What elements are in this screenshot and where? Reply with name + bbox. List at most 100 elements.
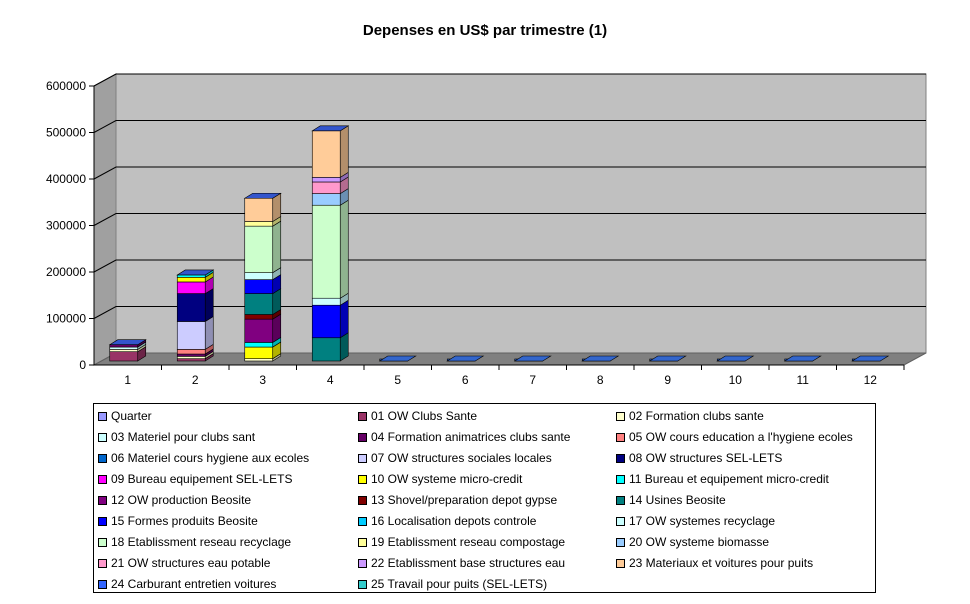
legend-swatch [616, 537, 625, 547]
bar-top [243, 192, 282, 199]
bar-top [108, 339, 147, 346]
gridline [93, 166, 926, 180]
legend-item: 10 OW systeme micro-credit [358, 469, 522, 489]
y-tick-label: 200000 [46, 265, 86, 279]
bar-top [581, 355, 620, 362]
legend-item: 22 Etablissment base structures eau [358, 553, 565, 573]
bar-segment [244, 267, 282, 281]
y-tick-label: 500000 [46, 126, 86, 140]
bar-segment [244, 220, 282, 274]
legend-swatch [616, 495, 625, 505]
x-tick-label: 4 [327, 373, 334, 387]
x-tick-label: 11 [797, 373, 810, 387]
bar-segment [244, 313, 282, 343]
legend-swatch [358, 432, 367, 442]
legend-label: 01 OW Clubs Sante [371, 409, 478, 423]
x-tick-label: 5 [394, 373, 401, 387]
legend-swatch [98, 474, 107, 484]
x-tick-label: 2 [192, 373, 199, 387]
x-tick-label: 3 [259, 373, 266, 387]
legend-item: 13 Shovel/preparation depot gypse [358, 490, 557, 510]
legend-swatch [98, 411, 107, 421]
legend-label: 08 OW structures SEL-LETS [629, 451, 783, 465]
bar-segment [311, 299, 349, 339]
legend-swatch [98, 495, 107, 505]
legend-item: 07 OW structures sociales locales [358, 448, 552, 468]
legend-item: 23 Materiaux et voitures pour puits [616, 553, 813, 573]
legend-label: 23 Materiaux et voitures pour puits [629, 556, 814, 570]
legend-label: 02 Formation clubs sante [629, 409, 764, 423]
gridline [93, 120, 926, 133]
legend-label: 17 OW systemes recyclage [629, 514, 776, 528]
legend-label: 09 Bureau equipement SEL-LETS [111, 472, 293, 486]
legend-swatch [358, 516, 367, 526]
x-tick-label: 12 [864, 373, 878, 387]
bar-top [176, 269, 215, 276]
legend-label: 25 Travail pour puits (SEL-LETS) [371, 577, 548, 591]
x-axis: 1 2 3 4 5 6 7 8 9 10 11 12 [94, 364, 905, 387]
y-tick-label: 300000 [46, 219, 86, 233]
bar-top [716, 355, 755, 362]
x-tick-label: 1 [124, 373, 131, 387]
legend-swatch [616, 516, 625, 526]
legend-label: 04 Formation animatrices clubs sante [371, 430, 571, 444]
bar-segment [311, 332, 349, 362]
x-tick-label: 6 [462, 373, 469, 387]
legend: Quarter 01 OW Clubs Sante 02 Formation clu… [93, 403, 876, 593]
legend-label: 10 OW systeme micro-credit [371, 472, 523, 486]
chart-title: Depenses en US$ par trimestre (1) [362, 22, 608, 39]
legend-label: 16 Localisation depots controle [371, 514, 537, 528]
legend-swatch [358, 558, 367, 568]
legend-swatch [616, 411, 625, 421]
bar-top [648, 355, 687, 362]
legend-item: 09 Bureau equipement SEL-LETS [98, 469, 292, 489]
legend-item: 03 Materiel pour clubs sant [98, 427, 255, 447]
legend-item: 15 Formes produits Beosite [98, 511, 258, 531]
legend-label: 24 Carburant entretien voitures [111, 577, 277, 591]
legend-swatch [98, 432, 107, 442]
legend-item: 02 Formation clubs sante [616, 406, 764, 426]
gridline [93, 306, 926, 319]
legend-label: 07 OW structures sociales locales [371, 451, 552, 465]
legend-swatch [358, 453, 367, 463]
legend-label: 06 Materiel cours hygiene aux ecoles [111, 451, 310, 465]
bar-top [783, 355, 822, 362]
legend-item: 24 Carburant entretien voitures [98, 574, 276, 594]
legend-item: 01 OW Clubs Sante [358, 406, 477, 426]
legend-label: 18 Etablissment reseau recyclage [111, 535, 292, 549]
legend-label: 13 Shovel/preparation depot gypse [371, 493, 558, 507]
legend-label: 14 Usines Beosite [629, 493, 726, 507]
y-tick-label: 0 [79, 358, 86, 372]
legend-swatch [98, 516, 107, 526]
bar-top [311, 125, 350, 132]
legend-item: 16 Localisation depots controle [358, 511, 536, 531]
legend-swatch [98, 537, 107, 547]
legend-swatch [358, 579, 367, 589]
legend-item: 11 Bureau et equipement micro-credit [616, 469, 829, 489]
legend-label: 03 Materiel pour clubs sant [111, 430, 256, 444]
bars [108, 125, 890, 362]
legend-item: 19 Etablissment reseau compostage [358, 532, 565, 552]
x-tick-label: 9 [664, 373, 671, 387]
bar-segment [311, 199, 349, 299]
bar-top [513, 355, 552, 362]
legend-item: 08 OW structures SEL-LETS [616, 448, 782, 468]
legend-swatch [616, 453, 625, 463]
legend-item: 12 OW production Beosite [98, 490, 251, 510]
legend-swatch [358, 411, 367, 421]
y-tick-label: 100000 [46, 312, 86, 326]
legend-label: 12 OW production Beosite [111, 493, 252, 507]
gridline [93, 73, 926, 87]
legend-swatch [358, 474, 367, 484]
legend-label: 22 Etablissment base structures eau [371, 556, 566, 570]
x-tick-label: 8 [597, 373, 604, 387]
legend-item: 25 Travail pour puits (SEL-LETS) [358, 574, 547, 594]
legend-label: 21 OW structures eau potable [111, 556, 271, 570]
legend-item: 18 Etablissment reseau recyclage [98, 532, 291, 552]
legend-swatch [358, 537, 367, 547]
y-tick-label: 600000 [46, 79, 86, 93]
gridlines [93, 73, 926, 319]
x-tick-label: 10 [729, 373, 743, 387]
legend-label: Quarter [111, 409, 152, 423]
